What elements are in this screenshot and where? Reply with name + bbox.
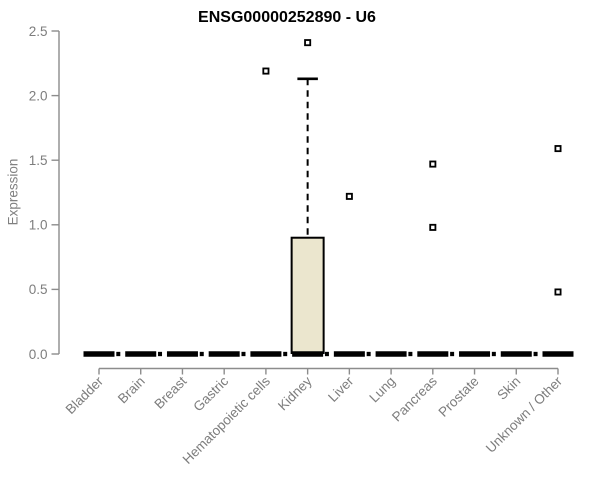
zero-median-dash bbox=[459, 351, 491, 357]
box bbox=[290, 236, 325, 354]
x-tick-label: Liver bbox=[325, 373, 357, 405]
zero-line-dot bbox=[366, 351, 371, 357]
zero-line-dot bbox=[199, 351, 204, 357]
zero-line-dot bbox=[324, 351, 329, 357]
zero-median-dash bbox=[500, 351, 532, 357]
zero-line-dot bbox=[283, 351, 288, 357]
outlier-point bbox=[304, 39, 312, 47]
zero-line-dot bbox=[241, 351, 246, 357]
zero-line-dot bbox=[450, 351, 455, 357]
zero-median-dash bbox=[333, 351, 365, 357]
x-tick-label: Pancreas bbox=[389, 373, 440, 424]
zero-median-dash bbox=[250, 351, 282, 357]
outlier-point bbox=[345, 192, 353, 200]
zero-line-dot bbox=[491, 351, 496, 357]
x-tick-label: Kidney bbox=[275, 373, 315, 413]
zero-median-dash bbox=[208, 351, 240, 357]
x-tick-label: Skin bbox=[494, 374, 523, 403]
outlier-point bbox=[429, 223, 437, 231]
y-tick-label: 0.0 bbox=[29, 347, 48, 362]
zero-median-dash bbox=[542, 351, 574, 357]
zero-median-dash bbox=[417, 351, 449, 357]
x-tick-label: Brain bbox=[115, 374, 148, 407]
outlier-point bbox=[554, 145, 562, 153]
y-tick-label: 1.0 bbox=[29, 218, 48, 233]
x-tick-label: Prostate bbox=[436, 374, 482, 420]
zero-median-dash bbox=[166, 351, 198, 357]
zero-line-dot bbox=[116, 351, 121, 357]
zero-line-dot bbox=[533, 351, 538, 357]
zero-median-dash bbox=[292, 351, 324, 357]
x-tick-label: Lung bbox=[366, 374, 398, 406]
chart-title: ENSG00000252890 - U6 bbox=[198, 9, 376, 26]
x-tick-label: Bladder bbox=[63, 373, 107, 417]
y-tick-label: 2.5 bbox=[29, 24, 48, 39]
zero-median-dash bbox=[125, 351, 157, 357]
zero-median-dash bbox=[375, 351, 407, 357]
outlier-point bbox=[554, 288, 562, 296]
y-tick-label: 0.5 bbox=[29, 282, 48, 297]
x-tick-label: Gastric bbox=[190, 373, 231, 414]
zero-median-dash bbox=[83, 351, 115, 357]
x-tick-label: Breast bbox=[151, 373, 189, 411]
zero-line-dot bbox=[158, 351, 163, 357]
outlier-point bbox=[429, 160, 437, 168]
y-tick-label: 2.0 bbox=[29, 88, 48, 103]
zero-line-dot bbox=[408, 351, 413, 357]
outlier-point bbox=[262, 67, 270, 75]
y-tick-label: 1.5 bbox=[29, 153, 48, 168]
x-tick-label: Unknown / Other bbox=[483, 373, 566, 456]
